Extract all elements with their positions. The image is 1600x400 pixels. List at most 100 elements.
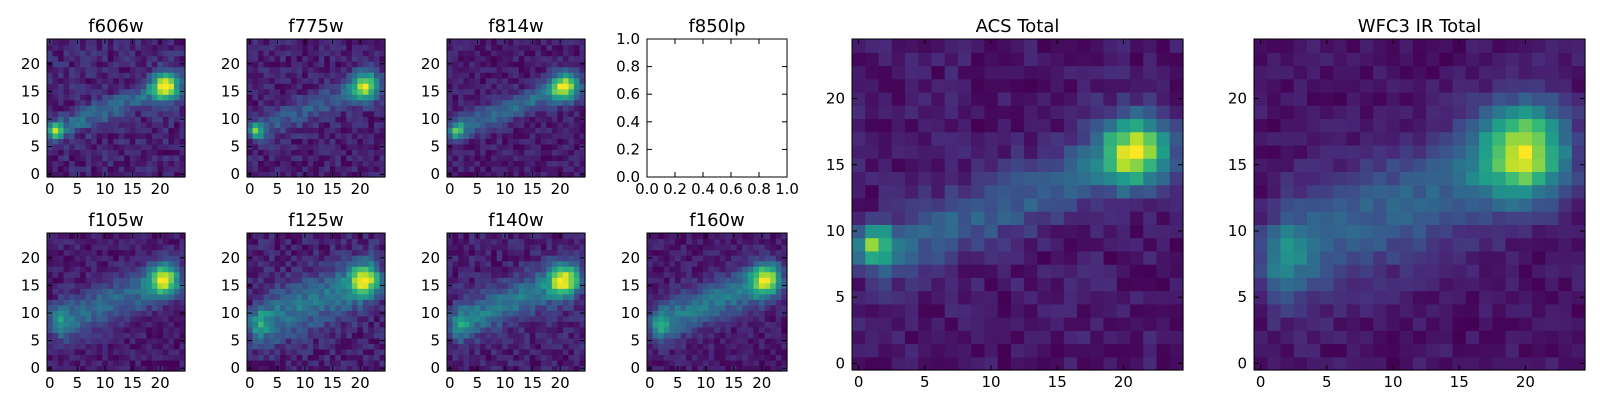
- panel-f775w-pixel: [379, 121, 386, 128]
- panel-f105w-pixel: [91, 277, 98, 284]
- panel-f606w-pixel: [151, 61, 158, 68]
- panel-f105w-pixel: [63, 299, 70, 306]
- panel-f814w-pixel: [529, 72, 536, 79]
- panel-f140w-pixel: [562, 304, 570, 311]
- panel-f775w-pixel: [324, 171, 331, 178]
- panel-wfc3-ir-total-pixel: [1426, 144, 1440, 159]
- panel-f850lp-xtick-label: 0.2: [663, 180, 687, 198]
- panel-f105w-pixel: [118, 293, 125, 300]
- panel-f814w-pixel: [458, 99, 465, 106]
- panel-acs-total-pixel: [1169, 343, 1184, 358]
- panel-f105w-pixel: [146, 288, 153, 295]
- panel-acs-total-pixel: [997, 78, 1012, 93]
- panel-f125w-pixel: [252, 266, 259, 273]
- panel-f125w-pixel: [269, 288, 276, 295]
- panel-f814w-pixel: [452, 83, 459, 90]
- panel-acs-total-pixel: [918, 303, 933, 318]
- panel-wfc3-ir-total-pixel: [1373, 184, 1387, 199]
- panel-f814w-pixel: [557, 121, 564, 128]
- panel-f105w-pixel: [146, 310, 153, 317]
- panel-wfc3-ir-total-pixel: [1465, 118, 1480, 133]
- panel-wfc3-ir-total-pixel: [1545, 303, 1560, 318]
- panel-acs-total-pixel: [852, 144, 866, 159]
- panel-acs-total-pixel: [865, 264, 880, 278]
- panel-f814w-pixel: [546, 83, 553, 90]
- panel-f775w-pixel: [247, 132, 254, 139]
- panel-f814w-pixel: [518, 138, 525, 145]
- panel-f105w-ytick-label: 5: [30, 332, 40, 350]
- panel-f140w-pixel: [579, 348, 586, 356]
- panel-acs-total-pixel: [1143, 184, 1158, 199]
- panel-f814w-pixel: [529, 94, 536, 101]
- panel-f140w-pixel: [491, 348, 498, 356]
- panel-f125w-pixel: [247, 348, 254, 356]
- panel-acs-total-pixel: [878, 211, 893, 225]
- panel-f775w-pixel: [340, 66, 347, 73]
- panel-f606w-pixel: [102, 132, 109, 139]
- panel-wfc3-ir-total-pixel: [1452, 52, 1467, 67]
- panel-wfc3-ir-total-pixel: [1267, 197, 1282, 212]
- panel-wfc3-ir-total-pixel: [1412, 52, 1427, 67]
- panel-wfc3-ir-total-pixel: [1571, 224, 1586, 239]
- panel-acs-total-pixel: [957, 224, 972, 239]
- panel-f606w-pixel: [173, 77, 181, 84]
- panel-f775w-pixel: [280, 44, 287, 51]
- panel-acs-total-pixel: [904, 105, 919, 120]
- panel-f775w-pixel: [351, 160, 358, 167]
- panel-f105w-pixel: [113, 282, 120, 289]
- panel-f105w-pixel: [102, 343, 109, 350]
- panel-f125w-pixel: [296, 354, 303, 361]
- panel-f125w-pixel: [351, 249, 358, 256]
- panel-f775w-pixel: [280, 88, 287, 95]
- panel-f775w-pixel: [258, 143, 265, 150]
- panel-f814w-pixel: [568, 88, 575, 95]
- panel-f140w-pixel: [485, 354, 492, 361]
- panel-f775w-pixel: [318, 94, 325, 101]
- panel-f814w-pixel: [507, 66, 514, 73]
- panel-acs-total-pixel: [997, 211, 1012, 225]
- panel-f105w-pixel: [118, 348, 125, 356]
- panel-f140w-pixel: [474, 326, 481, 333]
- panel-f140w-pixel: [568, 326, 575, 333]
- panel-f606w-pixel: [107, 50, 114, 57]
- panel-acs-total-pixel: [1010, 39, 1025, 53]
- panel-f125w-pixel: [280, 299, 287, 306]
- panel-f140w-pixel: [579, 304, 586, 311]
- panel-wfc3-ir-total-pixel: [1280, 250, 1295, 265]
- panel-f125w-pixel: [373, 337, 381, 344]
- panel-f814w-pixel: [452, 88, 459, 95]
- panel-f775w-pixel: [269, 149, 276, 156]
- panel-f814w-pixel: [529, 165, 536, 173]
- panel-wfc3-ir-total-pixel: [1333, 131, 1348, 146]
- panel-f814w-xtick-label: 0: [445, 180, 455, 198]
- panel-f125w-pixel: [269, 244, 276, 251]
- panel-f105w-pixel: [151, 359, 158, 367]
- panel-f105w-pixel: [74, 326, 81, 333]
- panel-f125w-pixel: [258, 293, 265, 300]
- panel-wfc3-ir-total-pixel: [1518, 105, 1533, 120]
- panel-f105w-pixel: [129, 255, 136, 262]
- panel-wfc3-ir-total-pixel: [1346, 144, 1361, 159]
- panel-wfc3-ir-total-pixel: [1254, 131, 1268, 146]
- panel-wfc3-ir-total-pixel: [1439, 290, 1454, 305]
- panel-f140w-pixel: [463, 315, 470, 322]
- panel-f814w-pixel: [458, 154, 465, 162]
- panel-f125w-pixel: [329, 271, 336, 278]
- panel-f140w-pixel: [458, 315, 465, 322]
- panel-f814w-pixel: [496, 72, 503, 79]
- panel-acs-total-pixel: [1130, 197, 1144, 212]
- panel-acs-total-pixel: [1143, 52, 1158, 67]
- panel-f775w-pixel: [280, 66, 287, 73]
- panel-f125w-pixel: [263, 266, 270, 273]
- panel-f606w-pixel: [135, 171, 142, 178]
- panel-f140w-pixel: [502, 337, 509, 344]
- panel-f814w-pixel: [513, 138, 520, 145]
- panel-f606w-pixel: [179, 160, 186, 167]
- panel-wfc3-ir-total-pixel: [1267, 105, 1282, 120]
- panel-f140w-pixel: [557, 343, 564, 350]
- panel-f606w-pixel: [151, 50, 158, 57]
- panel-f105w-pixel: [63, 304, 70, 311]
- panel-f814w-pixel: [491, 83, 498, 90]
- panel-acs-total-pixel: [1156, 277, 1171, 292]
- panel-f814w-pixel: [551, 66, 558, 73]
